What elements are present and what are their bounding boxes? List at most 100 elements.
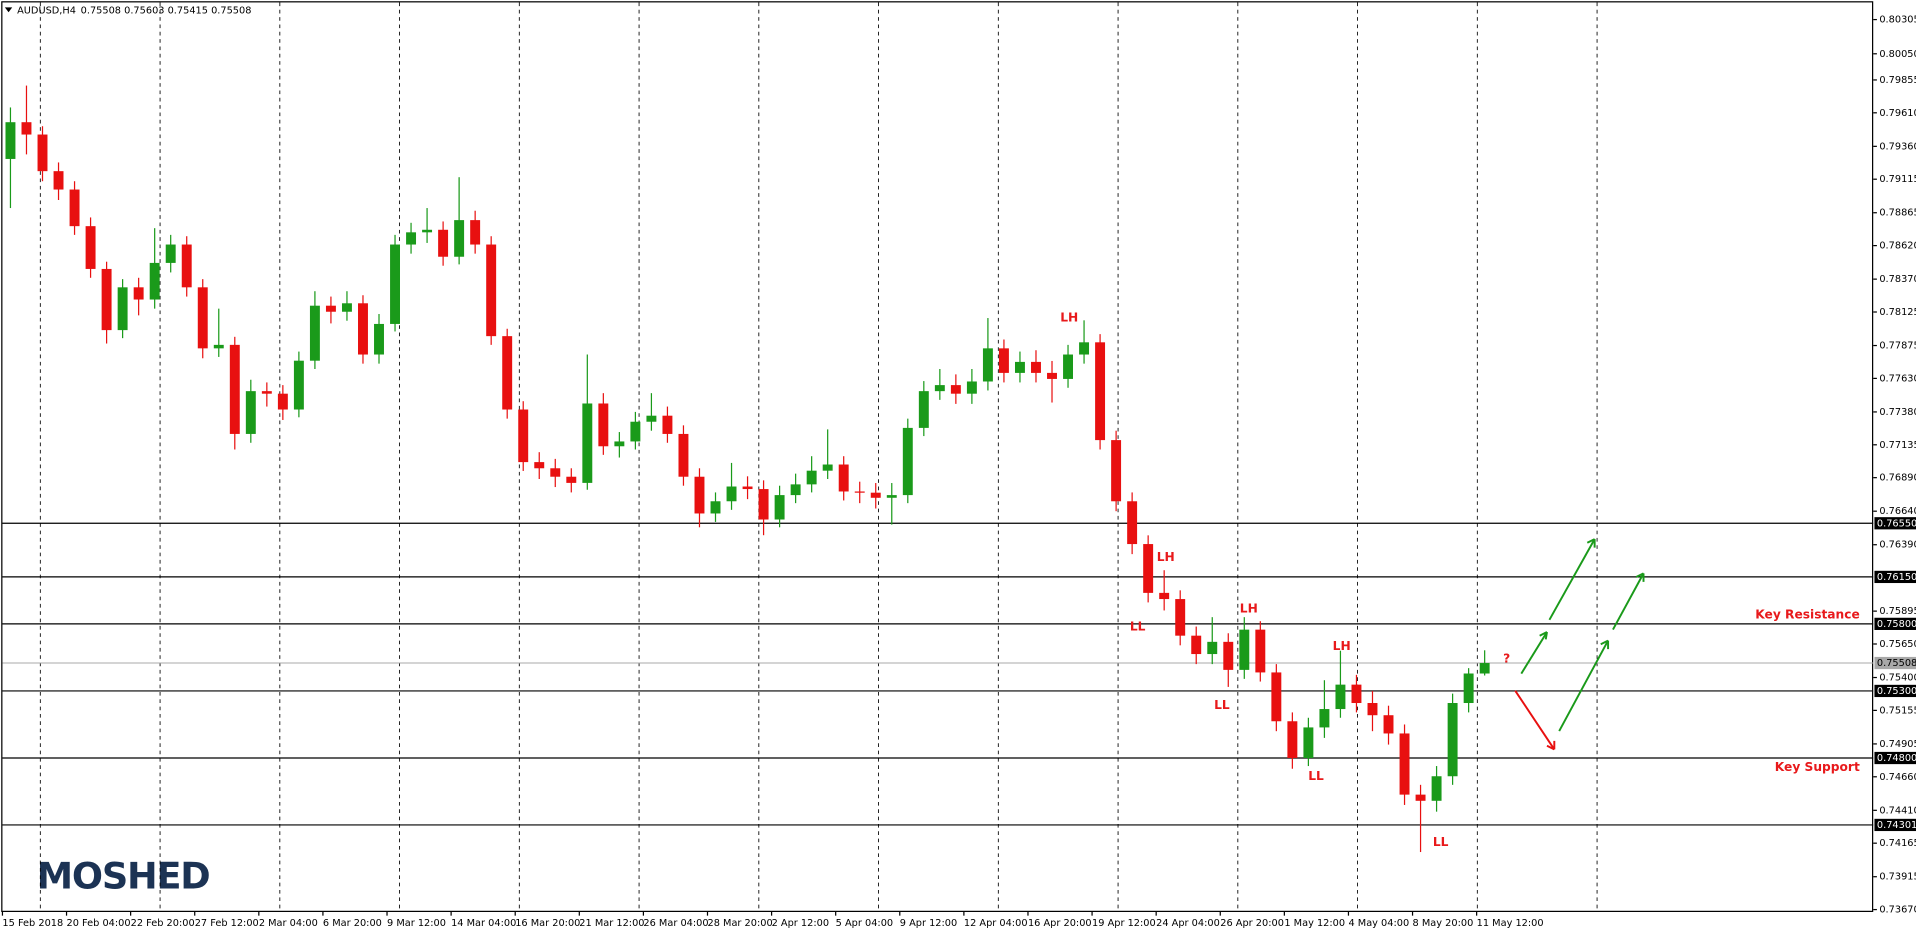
annotation: LL xyxy=(1433,835,1449,849)
x-tick-label: 28 Mar 20:00 xyxy=(707,918,772,929)
candle-body xyxy=(277,393,288,410)
candle-body xyxy=(1079,342,1090,355)
candle-body xyxy=(422,229,433,233)
y-tick-label: 0.75895 xyxy=(1879,606,1916,617)
level-label: 0.75300 xyxy=(1877,686,1916,697)
candle-body xyxy=(5,122,16,159)
candle-body xyxy=(918,391,929,428)
candle-body xyxy=(85,226,96,269)
candle-body xyxy=(69,189,80,227)
arrow-head xyxy=(1635,572,1645,582)
candle-body xyxy=(374,323,384,355)
y-tick-label: 0.79855 xyxy=(1879,75,1916,86)
y-tick-label: 0.78370 xyxy=(1879,274,1916,285)
candle-body xyxy=(117,287,128,331)
y-tick-label: 0.75400 xyxy=(1879,673,1916,684)
level-box xyxy=(1874,617,1916,630)
annotation: LH xyxy=(1060,310,1078,324)
candle-body xyxy=(165,244,176,263)
candle-body xyxy=(758,489,769,520)
candle-body xyxy=(870,492,881,498)
candle-body xyxy=(1047,372,1057,379)
x-tick-label: 5 Apr 04:00 xyxy=(836,918,893,929)
candle-body xyxy=(149,262,160,300)
candle-body xyxy=(502,336,513,410)
candle-body xyxy=(37,134,48,172)
y-tick-label: 0.78865 xyxy=(1879,208,1916,219)
arrow xyxy=(1514,690,1556,750)
candle-body xyxy=(309,305,320,361)
annotation: Key Resistance xyxy=(1755,607,1859,621)
y-tick-label: 0.76890 xyxy=(1879,473,1916,484)
candle-body xyxy=(838,464,849,492)
level-box xyxy=(1874,818,1916,832)
y-tick-label: 0.76390 xyxy=(1879,540,1916,551)
candle-body xyxy=(454,220,465,257)
x-tick-label: 26 Apr 20:00 xyxy=(1220,918,1284,929)
candle-body xyxy=(1191,635,1202,655)
annotation: ? xyxy=(1503,651,1510,665)
candle-body xyxy=(438,229,449,257)
y-tick-label: 0.75155 xyxy=(1879,705,1916,716)
candle-body xyxy=(518,409,529,463)
level-box xyxy=(1874,751,1916,765)
level-label: 0.76150 xyxy=(1877,572,1916,583)
arrow xyxy=(1612,572,1645,631)
current-price-label: 0.75508 xyxy=(1877,658,1916,669)
candle-body xyxy=(614,441,625,447)
level-box xyxy=(1874,517,1916,530)
candle-body xyxy=(1111,440,1122,502)
candle-body xyxy=(1031,361,1041,373)
x-tick-label: 20 Feb 04:00 xyxy=(67,918,131,929)
candle-body xyxy=(1399,733,1410,795)
x-tick-label: 6 Mar 20:00 xyxy=(323,918,382,929)
y-tick-label: 0.74660 xyxy=(1879,772,1916,783)
candle-body xyxy=(742,486,753,490)
arrow-head xyxy=(1546,740,1556,751)
candle-body xyxy=(358,303,368,355)
candle-body xyxy=(1127,501,1138,545)
candle-body xyxy=(790,484,801,496)
y-tick-label: 0.75650 xyxy=(1879,639,1916,650)
x-tick-label: 8 May 20:00 xyxy=(1413,918,1474,929)
candle-body xyxy=(630,421,641,442)
arrow xyxy=(1558,640,1609,732)
candle-body xyxy=(21,122,32,135)
candle-body xyxy=(213,344,224,349)
x-tick-label: 19 Apr 12:00 xyxy=(1092,918,1156,929)
x-tick-label: 11 May 12:00 xyxy=(1477,918,1544,929)
candle-body xyxy=(341,303,352,312)
candle-body xyxy=(566,476,577,483)
x-tick-label: 9 Mar 12:00 xyxy=(387,918,446,929)
candle-body xyxy=(1415,794,1426,801)
candle-body xyxy=(1463,673,1474,704)
candle-body xyxy=(406,232,417,245)
y-tick-label: 0.76640 xyxy=(1879,506,1916,517)
level-label: 0.75800 xyxy=(1877,619,1916,630)
candle-body xyxy=(133,287,144,300)
candle-body xyxy=(1255,629,1266,673)
candle-body xyxy=(1271,672,1282,722)
candle-body xyxy=(261,391,272,394)
plot-frame xyxy=(1,1,1874,912)
candle-body xyxy=(325,305,336,312)
annotation: LL xyxy=(1308,769,1324,783)
x-tick-label: 16 Apr 20:00 xyxy=(1028,918,1092,929)
candle-body xyxy=(1063,354,1073,379)
y-tick-label: 0.77135 xyxy=(1879,440,1916,451)
y-tick-label: 0.79360 xyxy=(1879,141,1916,152)
candle-body xyxy=(53,171,64,190)
candle-body xyxy=(1223,641,1234,670)
candle-body xyxy=(598,403,609,447)
candle-body xyxy=(181,244,192,288)
candle-body xyxy=(1095,342,1106,441)
x-tick-label: 14 Mar 04:00 xyxy=(451,918,516,929)
level-label: 0.74301 xyxy=(1877,820,1916,831)
candle-body xyxy=(1207,641,1218,655)
menu-triangle[interactable] xyxy=(4,7,13,13)
x-tick-label: 27 Feb 12:00 xyxy=(195,918,259,929)
candle-body xyxy=(822,464,833,471)
candle-body xyxy=(1319,709,1330,728)
